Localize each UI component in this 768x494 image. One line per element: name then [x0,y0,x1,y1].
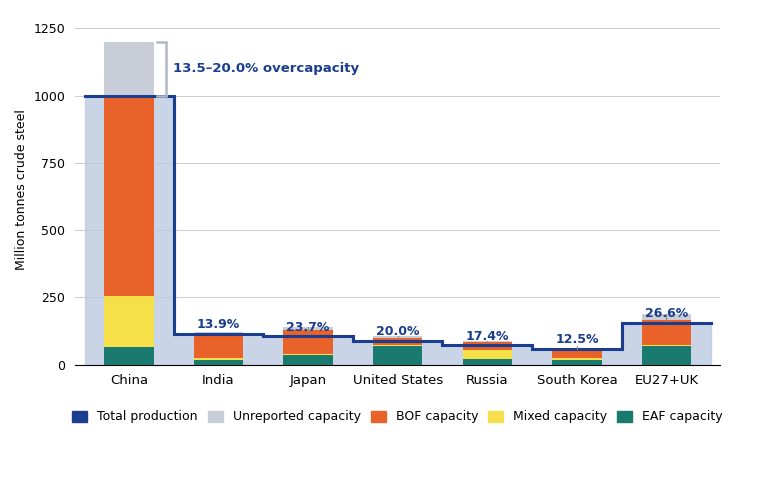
Bar [462,342,512,350]
Bar [373,345,422,346]
Bar [373,337,422,345]
Bar [283,330,333,355]
Bar [283,327,333,330]
Polygon shape [84,96,711,365]
Text: 26.6%: 26.6% [645,307,688,320]
Bar [462,340,512,342]
Bar [104,42,154,96]
Bar [373,346,422,365]
Bar [642,346,691,365]
Bar [194,332,243,333]
Bar [373,336,422,337]
Text: 13.9%: 13.9% [197,318,240,331]
Bar [642,314,691,320]
Bar [194,333,243,358]
Bar [104,296,154,347]
Bar [552,350,601,358]
Bar [283,355,333,365]
Bar [462,350,512,359]
Y-axis label: Million tonnes crude steel: Million tonnes crude steel [15,109,28,270]
Text: 12.5%: 12.5% [555,333,598,346]
Bar [194,360,243,365]
Bar [642,345,691,346]
Bar [104,347,154,365]
Text: 20.0%: 20.0% [376,325,419,338]
Bar [552,360,601,365]
Bar [462,359,512,365]
Bar [642,320,691,345]
Bar [104,96,154,296]
Text: 17.4%: 17.4% [465,329,509,343]
Text: 23.7%: 23.7% [286,321,329,334]
Text: 13.5–20.0% overcapacity: 13.5–20.0% overcapacity [174,62,359,75]
Bar [194,358,243,360]
Bar [552,349,601,350]
Legend: Total production, Unreported capacity, BOF capacity, Mixed capacity, EAF capacit: Total production, Unreported capacity, B… [68,406,728,428]
Bar [552,358,601,360]
